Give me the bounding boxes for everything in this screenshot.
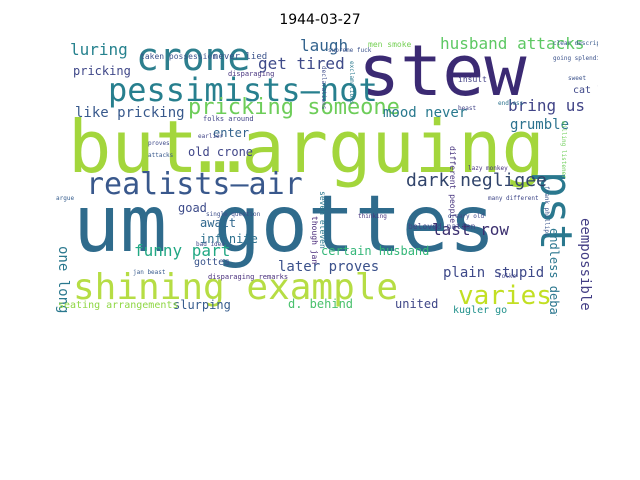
cloud-word: get tired [258, 54, 345, 73]
cloud-word: bad idea [196, 241, 225, 248]
cloud-word: plain stupid [443, 265, 545, 281]
cloud-word: different people [448, 146, 457, 224]
cloud-word: luring [70, 40, 128, 59]
cloud-word: laugh [300, 36, 349, 55]
cloud-word: going splendidly [553, 55, 598, 62]
cloud-word: lazy monkey [468, 165, 508, 172]
cloud-word: men smoke [368, 40, 412, 49]
cloud-word: last row [432, 220, 510, 239]
cloud-word: though jan [310, 216, 319, 265]
cloud-word: pessimists—not [108, 71, 378, 109]
cloud-word: cat luring [573, 85, 598, 96]
cloud-word: thinking [358, 213, 387, 220]
cloud-word: husband attacks [440, 36, 585, 53]
cloud-word: infinite [200, 232, 258, 246]
cloud-word: pricking someone [188, 95, 400, 120]
cloud-word: eempossible [577, 218, 593, 311]
cloud-word: goad [178, 201, 207, 215]
cloud-word: seating arrangements [58, 300, 179, 311]
cloud-word: earlier [198, 133, 224, 140]
cloud-word: certain husband [321, 244, 430, 258]
cloud-word: kugler go [453, 305, 508, 316]
cloud-word: insult [458, 75, 487, 84]
cloud-word: proves [148, 140, 170, 147]
cloud-word: argue [56, 195, 75, 202]
cloud-word: um gottes [73, 180, 496, 270]
cloud-word: pricking [73, 64, 131, 78]
cloud-word: shining example [73, 267, 399, 308]
cloud-word: endless [498, 100, 524, 107]
cloud-word: folks around [203, 115, 254, 123]
cloud-word: varies [458, 281, 552, 311]
cloud-word: jan beast [133, 269, 166, 276]
cloud-word: declarations [320, 66, 327, 110]
cloud-word: beloved nation [408, 222, 476, 231]
cloud-word: mood never [383, 105, 468, 121]
cloud-word: frank phillips [543, 186, 550, 237]
cloud-word: supreme fuck [328, 47, 372, 54]
cloud-word: many different [488, 195, 539, 202]
cloud-word: never lied [213, 52, 268, 62]
cloud-word: taken possession [140, 52, 218, 61]
cloud-word: old crone [188, 145, 254, 159]
cloud-word: d. behind [288, 297, 354, 311]
cloud-word: but…arguing [68, 105, 545, 189]
cloud-word: enter [213, 126, 250, 140]
cloud-word: crone [136, 36, 251, 79]
cloud-word: sweet [568, 75, 587, 82]
cloud-word: exclamations [348, 61, 355, 105]
cloud-word: grumble [510, 117, 570, 133]
cloud-word: disparaging remarks [208, 273, 289, 281]
cloud-word: bring us [508, 96, 586, 115]
chart-title: 1944-03-27 [279, 12, 361, 28]
cloud-word: slurping [173, 298, 231, 312]
cloud-word: willing listener [560, 121, 567, 179]
cloud-word: realists—air [86, 167, 303, 202]
word-cloud: um gottes but…arguing stew shining example p… [48, 36, 598, 316]
cloud-word: stew [358, 36, 527, 112]
cloud-word: beast [458, 105, 477, 112]
cloud-word: seven eleven [318, 191, 327, 249]
cloud-word: single question [206, 211, 261, 218]
cloud-word: like pricking [75, 105, 185, 121]
cloud-word: later proves [278, 259, 380, 275]
cloud-word: endless debates [547, 228, 561, 316]
cloud-word: disparaging [228, 70, 275, 78]
cloud-word: dark negligee [406, 170, 547, 191]
cloud-word: await [200, 216, 237, 230]
cloud-word: attacks [148, 152, 174, 159]
cloud-word: gottes [194, 257, 231, 268]
cloud-word: folks [498, 273, 517, 280]
cloud-word: united [395, 297, 439, 311]
cloud-word: funny part [134, 241, 231, 260]
cloud-word: clear description [553, 40, 598, 47]
cloud-word: dreary old [448, 213, 485, 220]
